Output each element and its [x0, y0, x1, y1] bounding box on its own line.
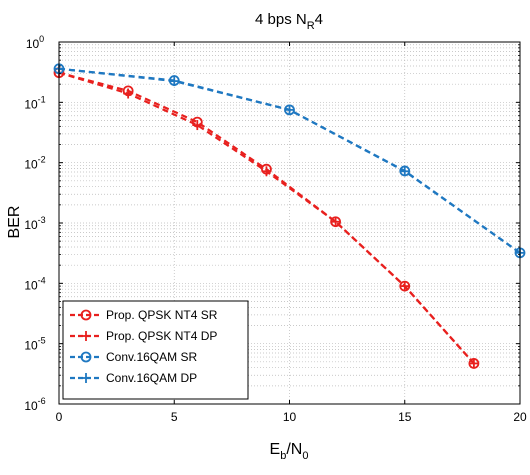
y-tick-label: 10-6	[24, 396, 45, 413]
y-tick-label: 10-2	[24, 155, 45, 172]
x-tick-label: 5	[171, 410, 178, 424]
x-tick-label: 0	[56, 410, 63, 424]
y-tick-label-base: 10	[24, 97, 38, 111]
legend-entry: Prop. QPSK NT4 DP	[70, 329, 217, 343]
y-tick-label-exponent: -6	[38, 396, 46, 406]
legend-items: Prop. QPSK NT4 SR Prop. QPSK NT4 DP Conv.1…	[70, 308, 218, 385]
data-point-plus	[284, 104, 295, 115]
y-tick-label-base: 10	[24, 158, 38, 172]
x-tick-label: 10	[283, 410, 297, 424]
chart-title-base: 4 bps N	[255, 11, 307, 28]
series-4	[54, 63, 525, 258]
x-tick-label: 15	[398, 410, 412, 424]
legend-marker-plus	[81, 373, 91, 383]
chart-title-tail: 4	[315, 11, 323, 28]
y-axis-label: BER	[6, 206, 23, 239]
legend-label: Prop. QPSK NT4 DP	[106, 329, 217, 343]
y-tick-label-base: 10	[24, 218, 38, 232]
y-tick-label: 10-4	[24, 275, 45, 292]
grid-layer	[59, 42, 520, 404]
series-2	[54, 67, 479, 369]
legend-label: Conv.16QAM DP	[106, 371, 197, 385]
y-tick-label-exponent: -2	[38, 155, 46, 165]
legend-marker-plus	[81, 331, 91, 341]
y-tick-label-base: 10	[24, 278, 38, 292]
x-tick-label: 20	[513, 410, 527, 424]
chart-title-subscript: R	[307, 20, 315, 32]
x-axis-label-mid: /N	[286, 441, 302, 458]
data-point-plus	[192, 120, 203, 131]
data-point-plus	[330, 216, 341, 227]
data-point-plus	[123, 88, 134, 99]
data-point-plus	[468, 358, 479, 369]
y-tick-label: 10-3	[24, 215, 45, 232]
y-tick-label-exponent: 0	[39, 34, 44, 44]
legend-label: Conv.16QAM SR	[106, 350, 197, 364]
x-axis-label-subscript-2: 0	[302, 450, 308, 462]
y-tick-label: 100	[26, 34, 44, 51]
series-layer	[53, 63, 526, 369]
legend-marker-circle	[80, 309, 92, 321]
data-point-plus	[399, 281, 410, 292]
y-tick-label-exponent: -3	[38, 215, 46, 225]
chart-title: 4 bps NR4	[255, 11, 323, 32]
data-point-plus	[399, 166, 410, 177]
y-tick-label-base: 10	[26, 37, 40, 51]
x-axis-label-base: E	[270, 441, 281, 458]
y-tick-label: 10-1	[24, 94, 45, 111]
legend-entry: Prop. QPSK NT4 SR	[70, 308, 218, 322]
data-point-plus	[169, 76, 180, 87]
y-tick-label-base: 10	[24, 339, 38, 353]
y-tick-label-base: 10	[24, 399, 38, 413]
data-point-plus	[261, 166, 272, 177]
y-tick-label-exponent: -4	[38, 275, 46, 285]
y-tick-label-exponent: -1	[38, 94, 46, 104]
legend-box	[62, 300, 249, 400]
y-tick-label: 10-5	[24, 336, 45, 353]
legend: Prop. QPSK NT4 SR Prop. QPSK NT4 DP Conv.1…	[62, 300, 249, 400]
legend-entry: Conv.16QAM SR	[70, 350, 197, 364]
legend-entry: Conv.16QAM DP	[70, 371, 197, 385]
legend-label: Prop. QPSK NT4 SR	[106, 308, 218, 322]
x-axis-label-subscript-1: b	[280, 450, 286, 462]
x-axis-label: Eb/N0	[270, 441, 309, 462]
y-tick-label-exponent: -5	[38, 336, 46, 346]
legend-marker-circle	[80, 351, 92, 363]
